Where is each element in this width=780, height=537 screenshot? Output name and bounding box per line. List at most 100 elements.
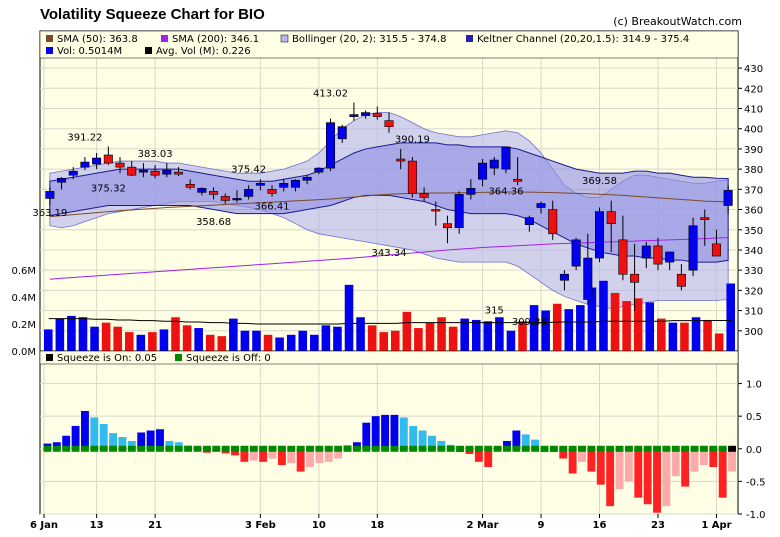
momentum-bar [324, 448, 333, 462]
volume-bar [657, 318, 666, 351]
candle-body [583, 257, 593, 300]
squeeze-dot [531, 445, 540, 452]
candle-body [665, 251, 675, 263]
momentum-bar [81, 410, 89, 449]
legend-avgvol: Avg. Vol (M): 0.226 [156, 46, 251, 57]
candle-body [466, 188, 476, 195]
momentum-bar [399, 417, 408, 449]
candle-body [559, 273, 569, 281]
volume-bar [391, 330, 400, 351]
volume-tick-label: 0.4M [11, 293, 36, 304]
momentum-bar [118, 437, 127, 449]
volume-bar [148, 332, 157, 351]
squeeze-dot [296, 445, 305, 452]
momentum-bar [352, 442, 361, 449]
candle-body [700, 217, 710, 220]
volume-bar [564, 309, 574, 351]
squeeze-dot [156, 445, 164, 452]
squeeze-dot [165, 445, 174, 452]
legend-squeeze-off-swatch [175, 354, 182, 361]
momentum-bar [531, 439, 540, 449]
x-tick-label: 3 Feb [245, 520, 276, 531]
squeeze-dot [578, 445, 586, 452]
volume-bar [471, 319, 481, 351]
volume-bar [680, 322, 689, 351]
momentum-bar [559, 448, 568, 459]
volume-bar [552, 303, 562, 351]
candle-body [290, 179, 300, 188]
momentum-legend: Squeeze is On: 0.05 Squeeze is Off: 0 [39, 350, 739, 365]
candle-body [150, 170, 160, 176]
legend-bollinger-swatch [280, 34, 289, 43]
candle-body [279, 182, 289, 188]
momentum-bar [624, 448, 633, 482]
squeeze-dot [343, 445, 352, 452]
momentum-bar [156, 429, 164, 449]
candle-body [244, 189, 254, 197]
momentum-bar [521, 434, 530, 449]
squeeze-dot [99, 445, 108, 452]
volume-bar [448, 326, 458, 351]
squeeze-dot [615, 445, 624, 452]
momentum-bar [606, 448, 615, 507]
squeeze-dot [474, 445, 483, 452]
price-annotation: 309.38 [512, 317, 547, 328]
squeeze-dot [596, 445, 605, 452]
candle-body [103, 154, 113, 164]
legend-sma200-swatch [161, 35, 168, 42]
momentum-bar [296, 448, 305, 472]
squeeze-dot [174, 445, 183, 452]
momentum-layer [43, 410, 736, 513]
squeeze-dot [709, 445, 718, 452]
volume-bar [668, 322, 678, 351]
volume-bar [44, 329, 53, 351]
squeeze-dot [549, 445, 558, 452]
squeeze-dot [409, 445, 418, 452]
momentum-bar [728, 448, 736, 472]
avg-volume-line [48, 318, 732, 325]
squeeze-dot [503, 445, 511, 452]
momentum-bar [362, 422, 371, 449]
volume-bar [576, 305, 585, 351]
chart-title: Volatility Squeeze Chart for BIO [40, 6, 265, 23]
squeeze-dot [493, 445, 502, 452]
squeeze-dot [728, 445, 736, 452]
candle-body [396, 158, 406, 162]
price-tick-label: 380 [744, 165, 763, 176]
volume-bar [55, 318, 65, 351]
momentum-tick-label: 0.0 [746, 445, 762, 456]
legend-vol: Vol: 0.5014M [57, 46, 122, 57]
candle-body [173, 171, 184, 175]
volume-bar [263, 334, 273, 351]
candle-body [536, 203, 546, 208]
volume-bar [610, 292, 620, 351]
squeeze-dot [52, 445, 61, 452]
candle-body [478, 162, 488, 180]
candle-body [349, 114, 359, 117]
price-annotation: 358.68 [196, 217, 231, 228]
candle-body [513, 178, 523, 182]
sma200-line [49, 237, 729, 280]
momentum-tick-label: 0.5 [746, 412, 762, 423]
volume-bar [78, 317, 88, 351]
x-tick-label: 1 Apr [701, 520, 731, 531]
squeeze-dot [109, 445, 118, 452]
momentum-bar [484, 448, 493, 468]
candle-body [57, 177, 67, 183]
x-tick-label: 6 Jan [30, 520, 58, 531]
squeeze-dot [43, 445, 52, 452]
squeeze-dot [249, 445, 258, 452]
price-tick-label: 350 [744, 226, 763, 237]
volume-bar [229, 318, 238, 351]
momentum-bar [137, 432, 146, 449]
volume-bar [136, 334, 146, 351]
momentum-bar [578, 448, 586, 462]
price-annotation: 375.32 [91, 184, 126, 195]
price-tick-label: 360 [744, 206, 763, 217]
squeeze-dot [671, 445, 680, 452]
volume-bar [159, 329, 169, 351]
volume-bar [518, 321, 527, 351]
squeeze-dot [521, 445, 530, 452]
squeeze-dot [540, 445, 549, 452]
squeeze-dot [381, 445, 389, 452]
